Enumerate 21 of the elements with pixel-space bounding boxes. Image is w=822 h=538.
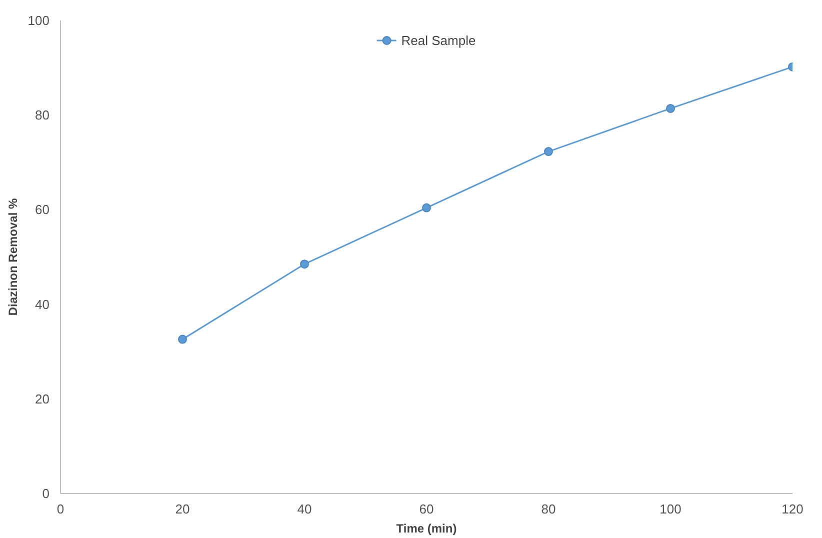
x-tick-label: 120: [782, 502, 804, 516]
x-tick-label: 20: [175, 502, 190, 516]
point: [300, 260, 309, 269]
point: [422, 203, 431, 212]
y-axis-title: Diazinon Removal %: [6, 198, 20, 316]
y-tick-label: 100: [28, 13, 50, 28]
y-tick-label: 0: [42, 486, 50, 501]
x-tick-label: 60: [419, 502, 434, 516]
point: [178, 334, 187, 344]
x-tick-label: 0: [56, 502, 64, 516]
point: [544, 147, 553, 156]
x-tick-label: 80: [541, 502, 556, 516]
y-tick-label: 80: [35, 108, 50, 123]
x-tick-label: 100: [660, 502, 682, 516]
y-tick-label: 40: [35, 296, 50, 312]
x-tick-label: 40: [297, 502, 312, 516]
y-tick-label: 20: [35, 391, 50, 406]
legend-label: Real Sample: [401, 32, 476, 48]
y-tick-label: 60: [35, 202, 50, 218]
point: [666, 104, 675, 113]
x-axis-title: Time (min): [396, 522, 457, 536]
